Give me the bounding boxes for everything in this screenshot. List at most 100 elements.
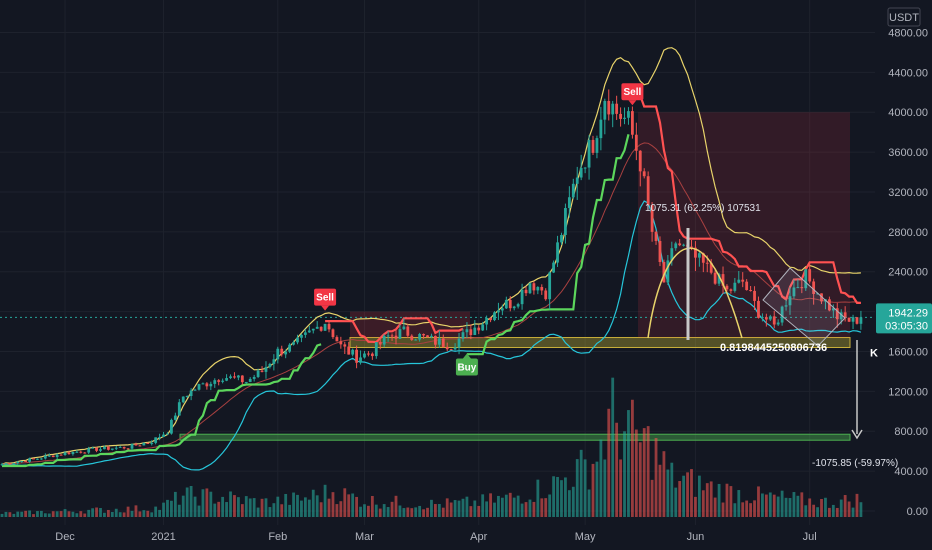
candle xyxy=(205,382,209,390)
candle xyxy=(36,458,39,460)
candle xyxy=(4,463,8,465)
candle-body xyxy=(851,317,855,322)
volume-bar xyxy=(556,476,559,517)
volume-bar xyxy=(524,502,528,517)
candle xyxy=(240,375,244,385)
y-tick-label: 4000.00 xyxy=(888,107,928,119)
volume-bar xyxy=(79,511,83,517)
volume-bar xyxy=(504,494,508,517)
candle xyxy=(300,333,303,343)
volume-bar xyxy=(469,506,473,517)
candle-body xyxy=(205,383,209,387)
volume-bar xyxy=(40,510,43,517)
volume-bar xyxy=(28,510,31,517)
candle xyxy=(843,306,847,322)
volume-bar xyxy=(311,489,315,517)
candle xyxy=(12,463,16,465)
candle-body xyxy=(311,328,315,331)
volume-bar xyxy=(244,496,248,517)
candle-body xyxy=(753,290,756,301)
volume-bar xyxy=(264,498,268,517)
volume-bar xyxy=(130,510,134,517)
candle-body xyxy=(674,243,678,249)
candle-body xyxy=(327,323,331,330)
volume-bar xyxy=(430,499,433,517)
candle xyxy=(564,203,567,244)
candle xyxy=(615,95,619,120)
candle-body xyxy=(662,262,666,283)
candle xyxy=(327,321,331,333)
candle-body xyxy=(690,246,693,248)
candle xyxy=(694,241,697,272)
candle xyxy=(500,304,504,316)
volume-bar xyxy=(233,495,236,517)
candle xyxy=(666,254,670,286)
volume-bar xyxy=(658,464,662,517)
volume-bar xyxy=(205,488,209,517)
candle-body xyxy=(154,437,158,443)
volume-bar xyxy=(477,505,481,517)
candle xyxy=(398,324,402,340)
volume-bar xyxy=(36,511,39,517)
candle-body xyxy=(796,287,800,289)
volume-bar xyxy=(422,509,425,517)
candle xyxy=(729,288,733,294)
candle xyxy=(674,241,678,251)
y-tick-label: 2400.00 xyxy=(888,267,928,279)
volume-bar xyxy=(394,495,398,517)
candle-body xyxy=(378,342,382,345)
candle-body xyxy=(595,138,599,153)
y-tick-label: 1600.00 xyxy=(888,346,928,358)
candle xyxy=(130,443,134,451)
candle-body xyxy=(603,100,607,120)
candle-body xyxy=(528,283,532,294)
candle-body xyxy=(201,383,205,385)
volume-bar xyxy=(595,461,599,517)
candle-body xyxy=(571,183,575,198)
countdown-value: 03:05:30 xyxy=(885,320,928,332)
volume-bar xyxy=(544,498,548,517)
candle-body xyxy=(185,396,189,398)
candle-body xyxy=(75,451,79,453)
candle xyxy=(374,342,378,359)
candle xyxy=(193,388,197,391)
candle xyxy=(363,351,366,359)
candle xyxy=(473,320,477,336)
candle-body xyxy=(445,346,449,350)
volume-bar xyxy=(292,492,295,517)
volume-bar xyxy=(8,512,12,517)
candle-body xyxy=(4,463,8,465)
volume-bar xyxy=(627,410,630,517)
candle xyxy=(252,374,256,382)
candle-body xyxy=(106,446,110,450)
candle-body xyxy=(457,338,461,348)
volume-bar xyxy=(173,491,177,517)
candle xyxy=(154,437,158,445)
volume-bar xyxy=(638,442,642,517)
candle xyxy=(725,284,729,292)
candle-body xyxy=(335,337,339,342)
candle-body xyxy=(512,306,516,309)
volume-bar xyxy=(713,497,717,517)
candle xyxy=(658,236,662,267)
volume-bar xyxy=(382,504,386,517)
volume-bar xyxy=(363,504,366,517)
candle-body xyxy=(646,176,650,206)
volume-bar xyxy=(686,472,689,517)
candle-body xyxy=(713,272,717,284)
candle xyxy=(173,412,177,421)
volume-bar xyxy=(154,506,158,517)
candle-body xyxy=(607,100,611,115)
candle-body xyxy=(733,282,737,291)
candle xyxy=(595,135,599,159)
candle-body xyxy=(63,452,67,455)
candle-body xyxy=(114,447,118,449)
volume-bar xyxy=(749,503,752,517)
candle-body xyxy=(229,376,232,379)
candle-body xyxy=(701,253,705,263)
candle-body xyxy=(233,376,236,378)
y-tick-label: 1200.00 xyxy=(888,386,928,398)
candle-body xyxy=(99,449,102,451)
candle xyxy=(430,333,433,339)
